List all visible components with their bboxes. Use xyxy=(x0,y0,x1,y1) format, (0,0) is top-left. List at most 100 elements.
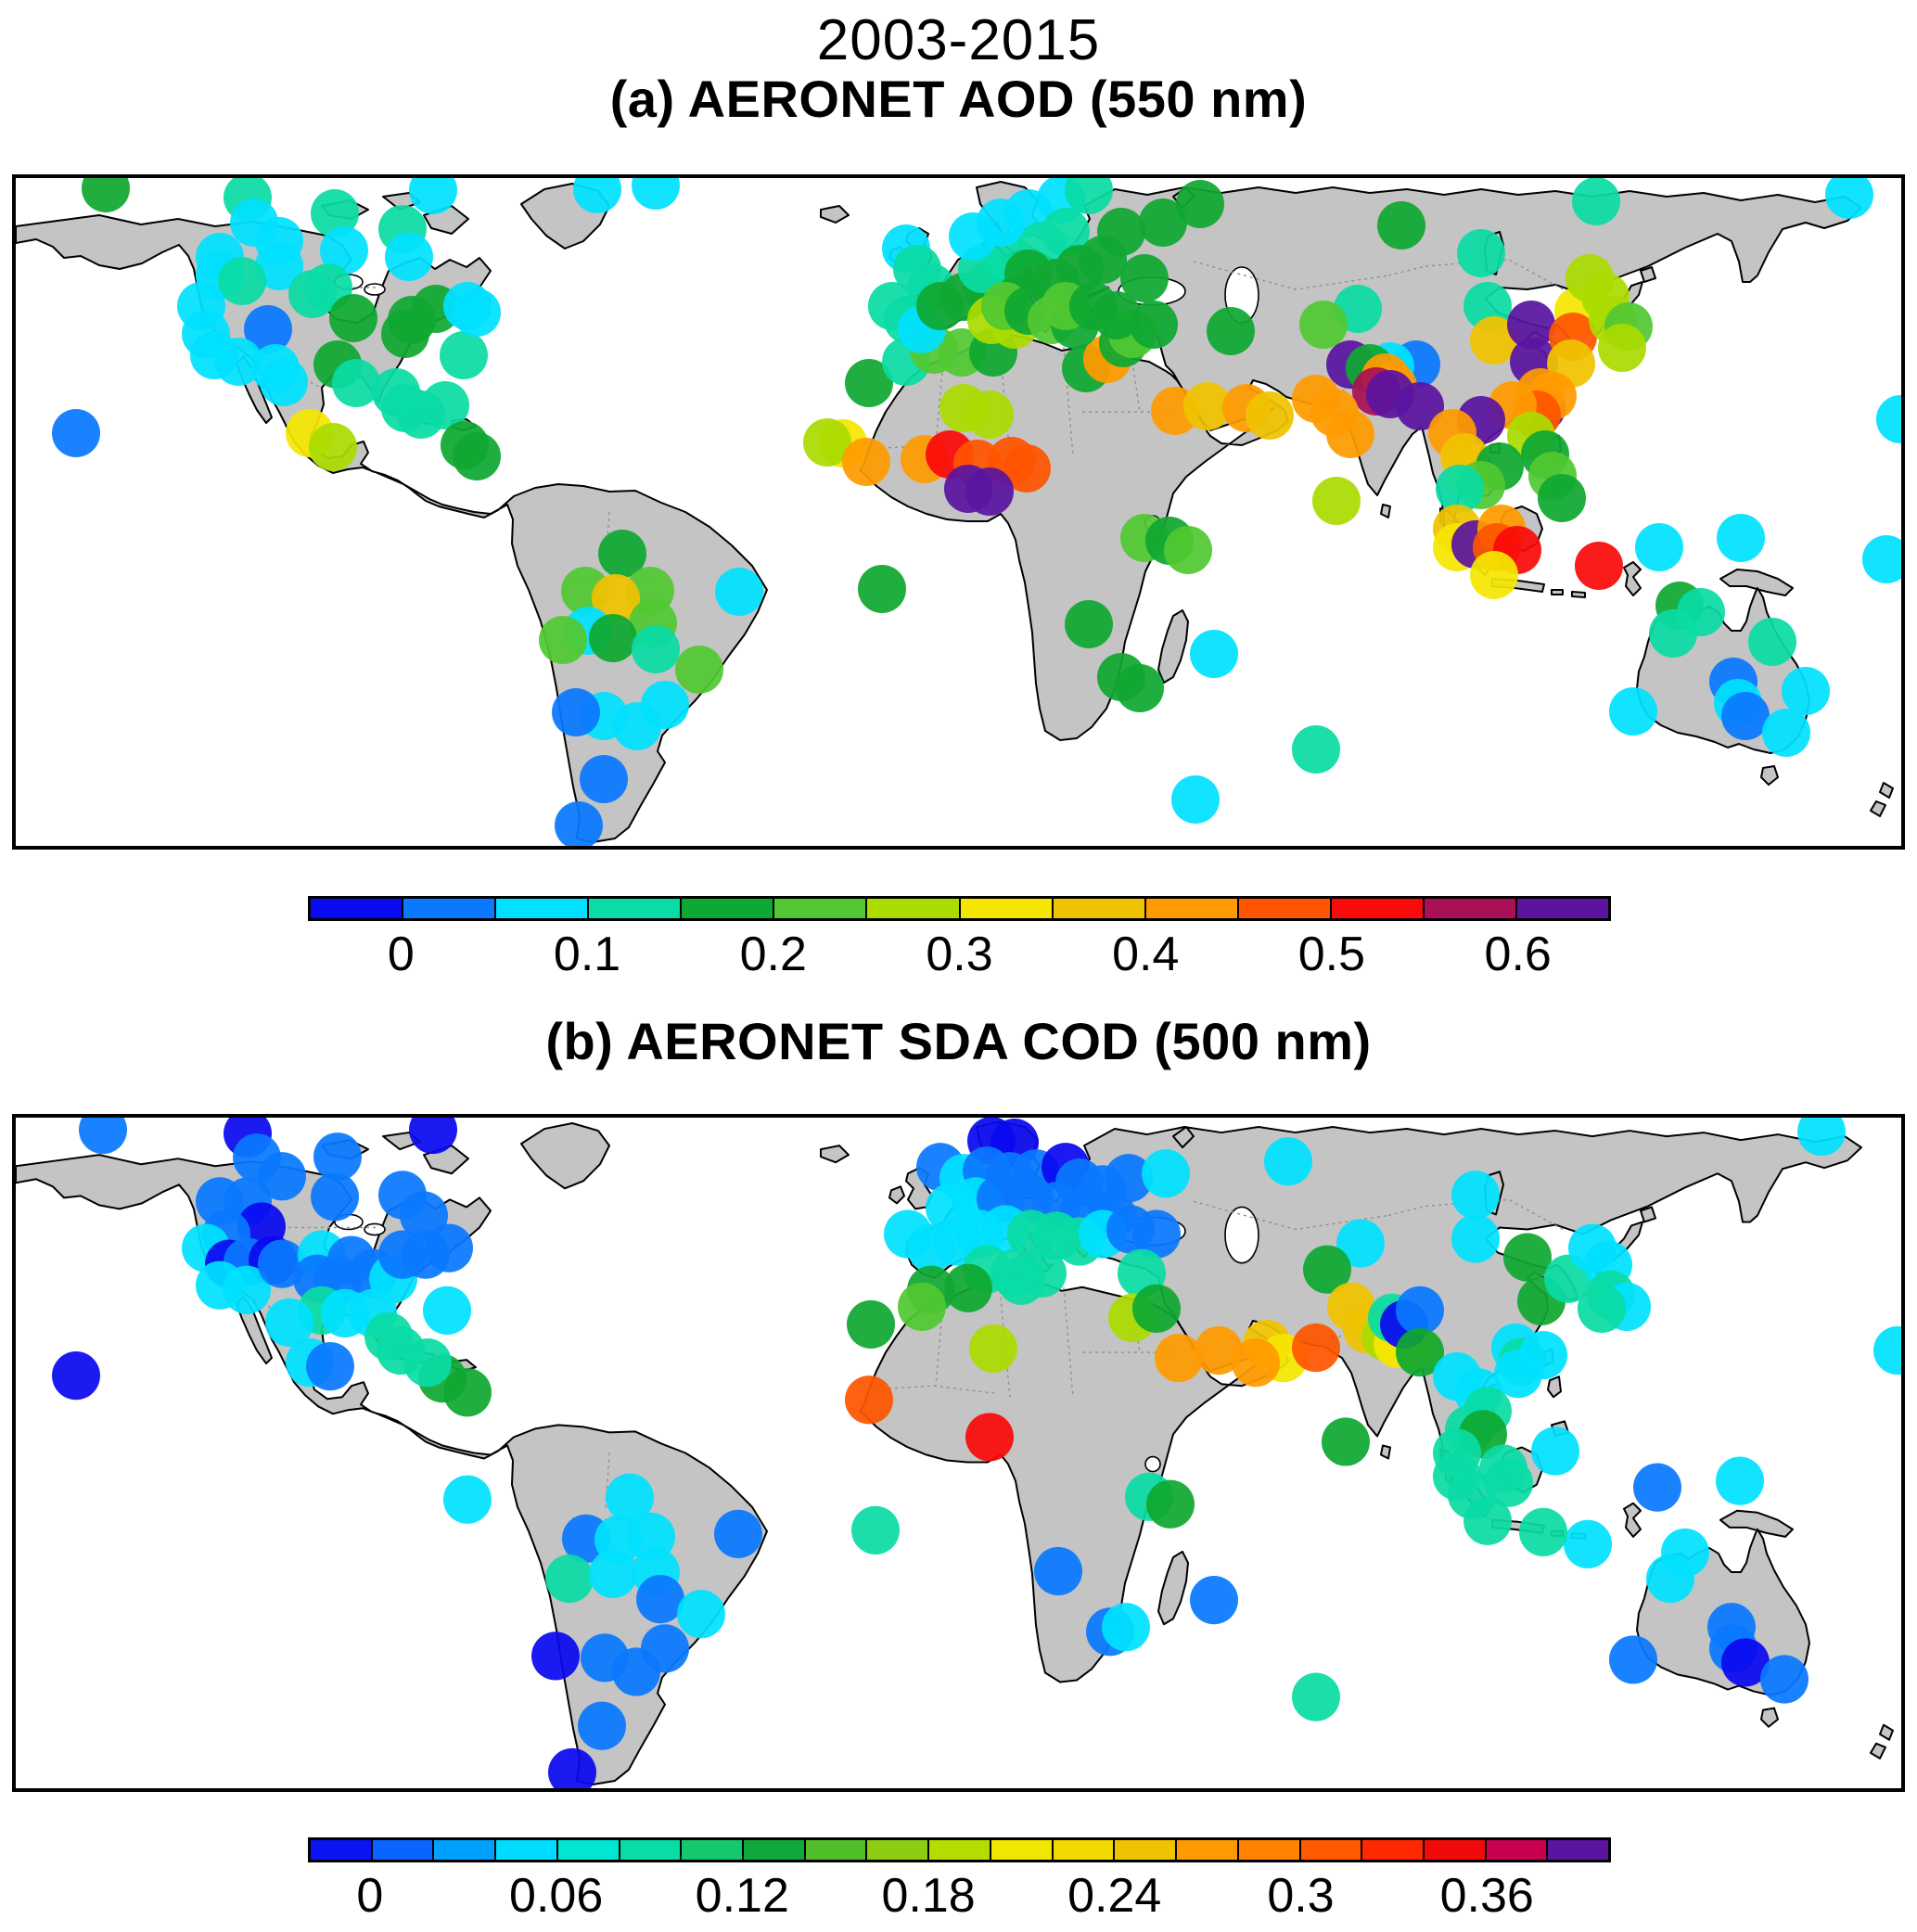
station-dot xyxy=(675,646,723,694)
station-dot xyxy=(1507,301,1555,349)
colorbar-segment xyxy=(496,1840,558,1860)
station-dot xyxy=(1246,391,1294,440)
station-dot xyxy=(1873,1325,1901,1375)
station-dot xyxy=(1130,301,1178,349)
station-dot xyxy=(851,1505,900,1555)
station-dot xyxy=(555,801,603,846)
colorbar-tick-label: 0.18 xyxy=(881,1869,976,1923)
station-dot xyxy=(1436,465,1484,513)
station-dot xyxy=(82,178,130,212)
colorbar-tick-label: 0 xyxy=(387,928,415,981)
colorbar-tick-label: 0.36 xyxy=(1439,1869,1534,1923)
station-dot xyxy=(714,1509,762,1558)
colorbar-segment xyxy=(774,899,868,918)
station-dot xyxy=(965,467,1014,516)
station-dot xyxy=(52,409,100,457)
station-dot xyxy=(313,1132,362,1182)
colorbar-segment xyxy=(682,1840,745,1860)
station-dot xyxy=(845,1375,893,1425)
station-dot xyxy=(52,1351,100,1401)
colorbar-segment xyxy=(589,899,683,918)
colorbar-segment xyxy=(1331,899,1425,918)
map-a-svg xyxy=(16,178,1901,846)
station-dot xyxy=(1762,709,1810,757)
station-dot xyxy=(1564,1519,1612,1569)
map-panel-b xyxy=(12,1114,1905,1792)
map-panel-a xyxy=(12,174,1905,850)
station-dot xyxy=(1876,395,1901,443)
station-dot xyxy=(79,1118,127,1155)
station-dot xyxy=(1093,291,1141,339)
station-dot xyxy=(539,616,587,664)
station-dot xyxy=(1164,526,1212,574)
station-dot xyxy=(1146,1479,1195,1529)
station-dot xyxy=(552,688,600,736)
station-dot xyxy=(1132,1209,1181,1259)
station-dot xyxy=(306,1342,354,1391)
colorbar-tick-label: 0.2 xyxy=(739,928,807,981)
station-dot xyxy=(606,1473,654,1522)
station-dot xyxy=(1312,477,1361,525)
station-dot xyxy=(244,305,292,353)
station-dot xyxy=(578,1701,626,1750)
station-dot xyxy=(400,1191,448,1240)
station-dots-a xyxy=(52,178,1901,846)
station-dot xyxy=(1116,664,1164,712)
station-dot xyxy=(636,1575,684,1624)
colorbar-segment xyxy=(805,1840,868,1860)
station-dot xyxy=(589,614,637,662)
station-dot xyxy=(1120,254,1169,302)
station-dot xyxy=(1292,1672,1340,1721)
station-dot xyxy=(1578,1284,1626,1333)
station-dot xyxy=(1503,1233,1552,1282)
colorbar-segment xyxy=(867,1840,930,1860)
station-dot xyxy=(1299,301,1348,349)
station-dot xyxy=(1717,514,1765,562)
station-dot xyxy=(443,1368,492,1417)
station-dot xyxy=(1633,1463,1681,1512)
station-dot xyxy=(214,338,262,386)
station-dot xyxy=(1102,1603,1150,1652)
colorbar-b: 0 0.06 0.12 0.18 0.24 0.3 0.36 xyxy=(308,1837,1611,1923)
colorbar-segment xyxy=(372,1840,435,1860)
station-dot xyxy=(1377,201,1425,249)
station-dot xyxy=(548,1747,596,1788)
colorbar-segment xyxy=(744,1840,806,1860)
station-dot xyxy=(613,702,661,750)
colorbar-b-bar xyxy=(308,1837,1611,1862)
colorbar-segment xyxy=(1548,1840,1609,1860)
station-dot xyxy=(403,1337,452,1388)
colorbar-tick-label: 0.12 xyxy=(695,1869,789,1923)
station-dot xyxy=(965,1413,1014,1462)
colorbar-tick-label: 0.3 xyxy=(1267,1869,1335,1923)
station-dot xyxy=(1132,1284,1181,1333)
station-dot xyxy=(1721,1638,1770,1687)
station-dot xyxy=(898,1282,946,1331)
colorbar-a-bar xyxy=(308,896,1611,921)
colorbar-b-ticks: 0 0.06 0.12 0.18 0.24 0.3 0.36 xyxy=(308,1868,1611,1923)
station-dot xyxy=(1862,535,1901,583)
station-dot xyxy=(1396,382,1444,430)
station-dot xyxy=(329,294,377,342)
station-dot xyxy=(1716,1456,1764,1505)
station-dot xyxy=(1721,692,1770,740)
station-dot xyxy=(627,1512,675,1561)
station-dot xyxy=(1034,1546,1082,1596)
colorbar-segment xyxy=(1238,1840,1301,1860)
colorbar-segment xyxy=(1424,1840,1487,1860)
colorbar-segment xyxy=(1238,899,1332,918)
station-dot xyxy=(1264,1137,1312,1186)
colorbar-segment xyxy=(990,1840,1054,1860)
station-dot xyxy=(1519,1330,1567,1380)
colorbar-tick-label: 0 xyxy=(356,1869,384,1923)
station-dot xyxy=(969,1324,1017,1374)
station-dot xyxy=(1105,1154,1153,1203)
station-dot xyxy=(715,568,763,616)
station-dot xyxy=(440,331,488,379)
colorbar-tick-label: 0.5 xyxy=(1297,928,1366,981)
station-dot xyxy=(1531,1427,1579,1476)
station-dot xyxy=(677,1590,725,1639)
station-dot xyxy=(311,189,359,237)
station-dot xyxy=(1451,1214,1500,1263)
station-dot xyxy=(939,384,988,432)
